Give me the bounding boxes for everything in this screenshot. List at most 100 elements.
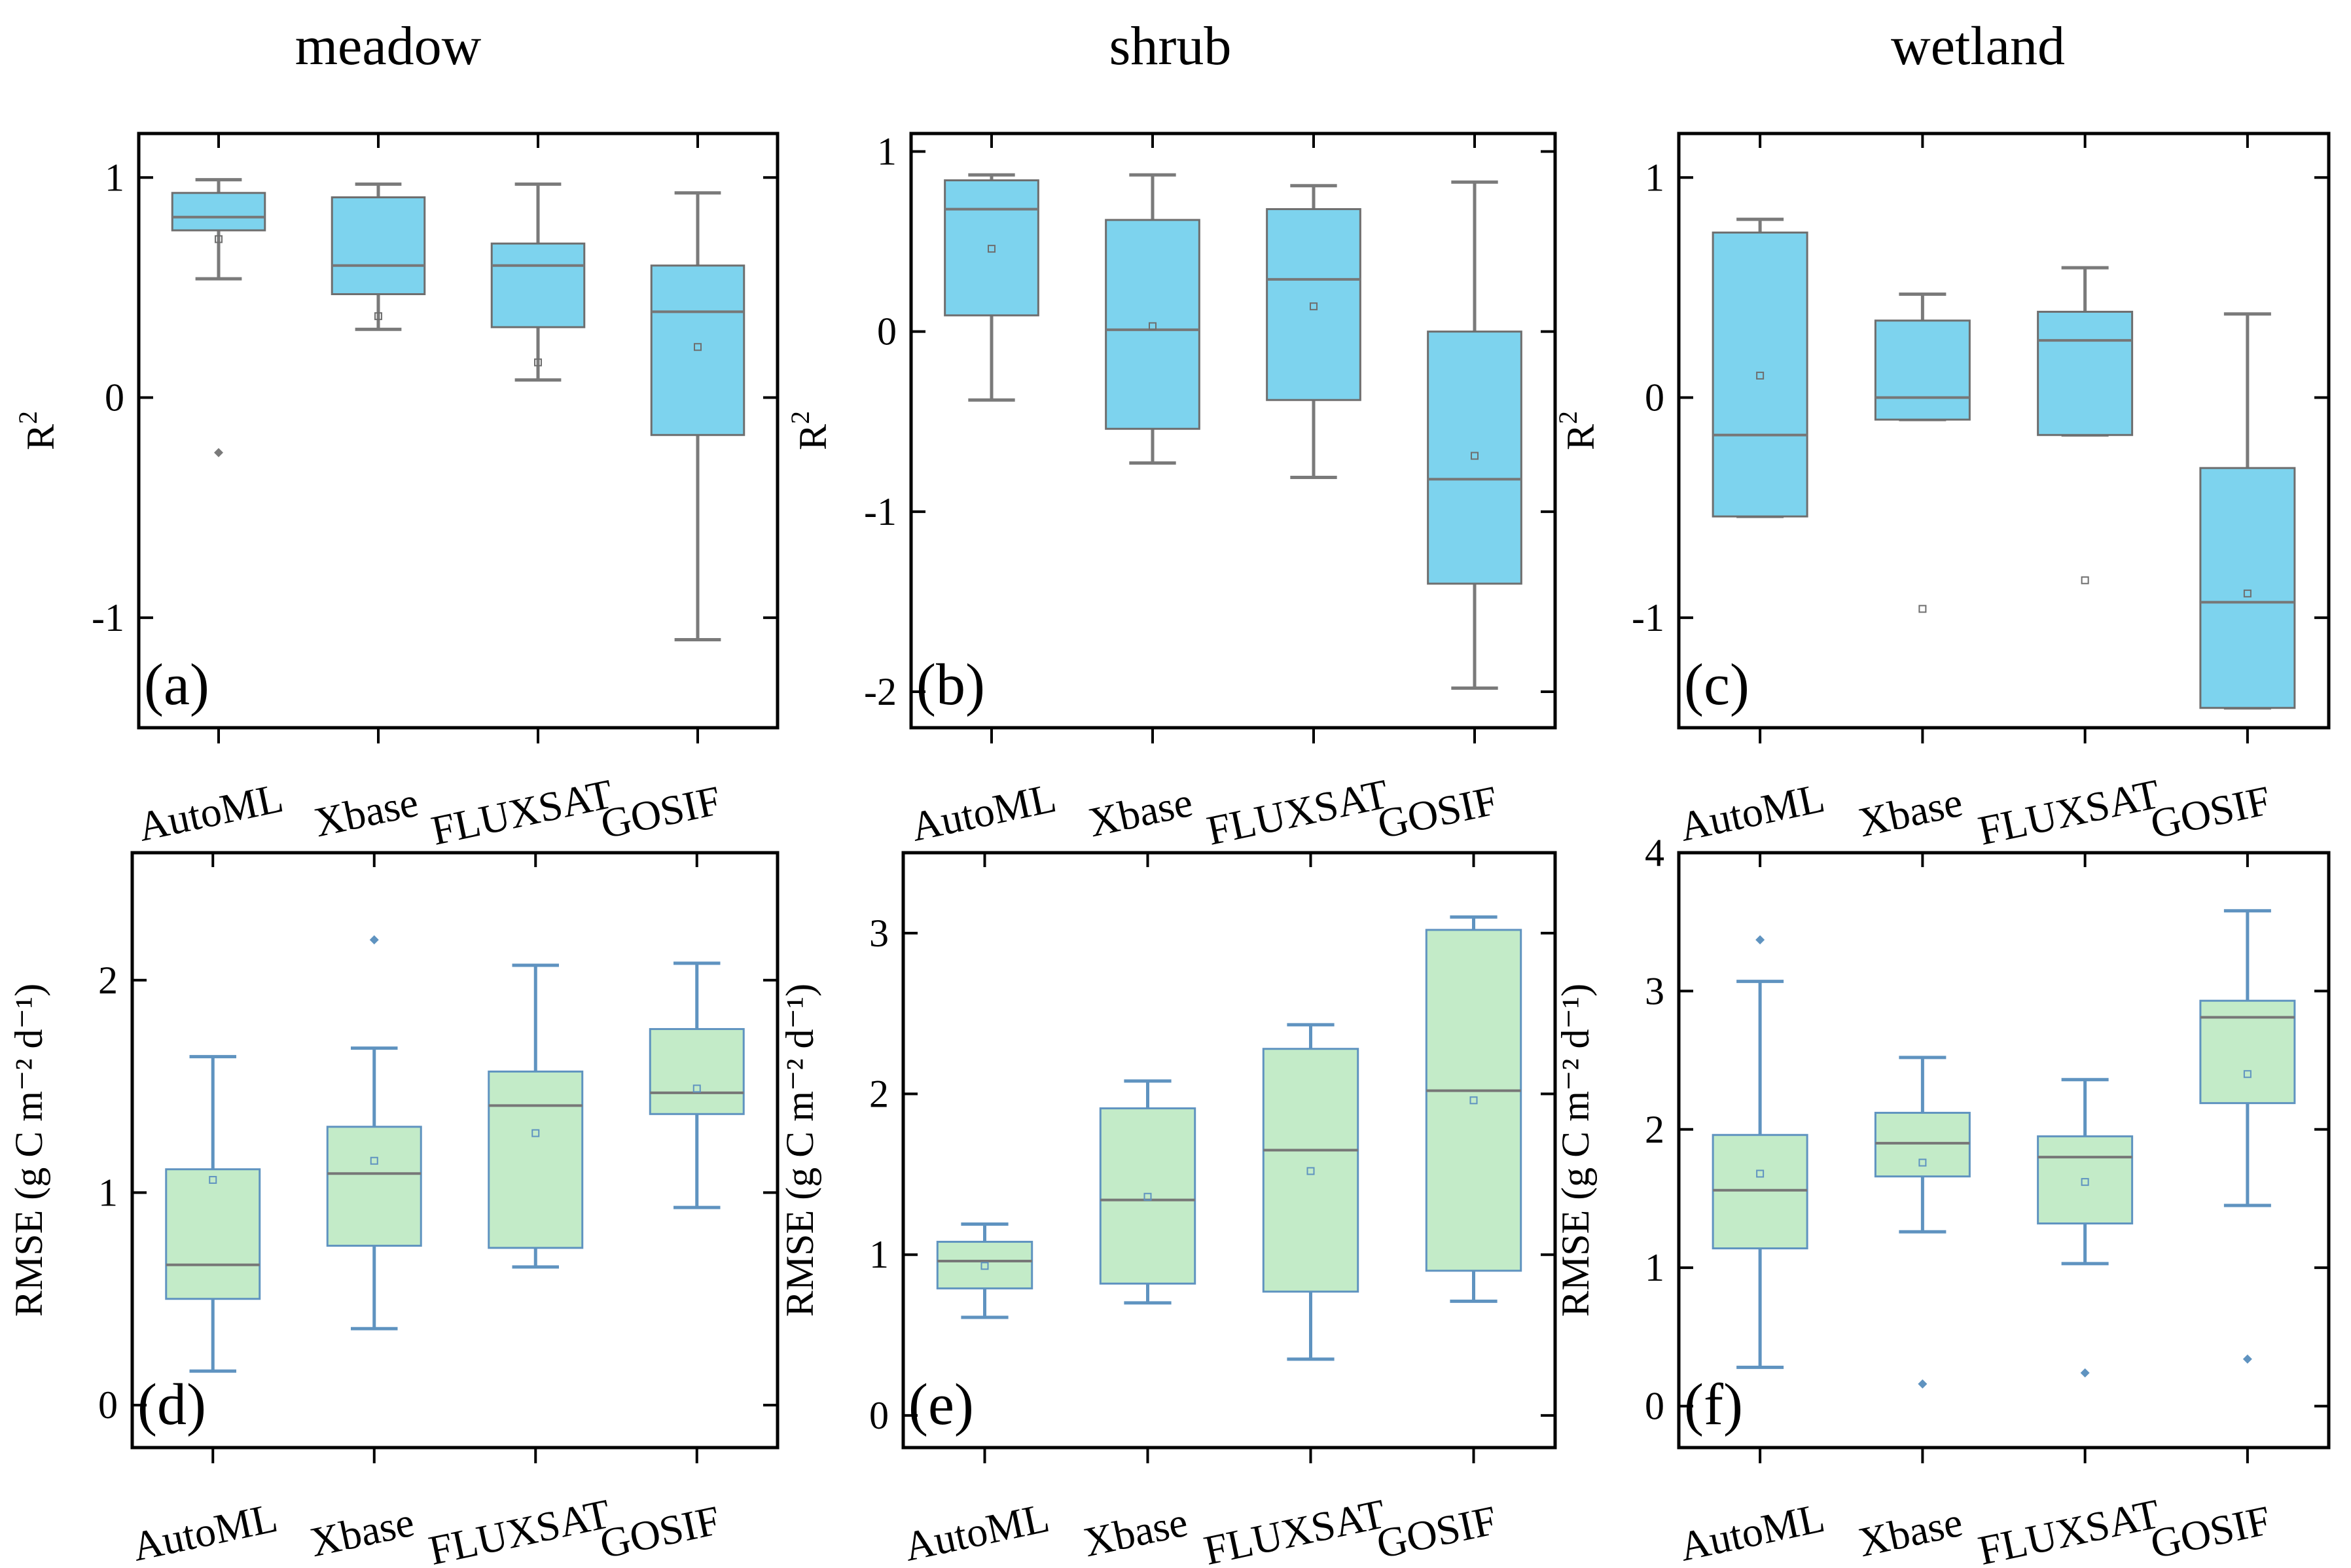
box-fluxsat (1266, 184, 1361, 480)
box-xbase (1099, 1079, 1196, 1305)
mean-marker (980, 1262, 989, 1270)
box-xbase (1874, 292, 1971, 613)
iqr-box (1874, 1111, 1971, 1178)
x-category-label: Xbase (1079, 1499, 1191, 1566)
x-category-label: Xbase (1854, 779, 1966, 846)
iqr-box (1874, 319, 1971, 421)
y-tick-label: 1 (105, 156, 124, 199)
mean-marker (1310, 302, 1318, 311)
y-tick-label: -1 (92, 596, 124, 639)
x-category-label: Xbase (1854, 1499, 1966, 1566)
x-category-label: GOSIF (2147, 777, 2275, 847)
mean-marker (1756, 1169, 1765, 1178)
box-fluxsat (2037, 266, 2134, 584)
mean-marker (692, 1084, 701, 1093)
y-axis-label: RMSE (g C m⁻² d⁻¹) (778, 984, 821, 1317)
mean-marker (2081, 576, 2089, 584)
box-automl (1712, 217, 1808, 518)
box-fluxsat (490, 182, 586, 382)
box-gosif (2199, 312, 2296, 710)
iqr-box (1262, 1048, 1359, 1293)
x-category-label: FLUXSAT (1203, 770, 1393, 854)
iqr-box (165, 1168, 261, 1300)
plot-frame (1677, 132, 2331, 730)
iqr-box (488, 1070, 584, 1249)
y-tick-label: -1 (1632, 596, 1664, 639)
x-category-label: GOSIF (1374, 777, 1502, 847)
box-gosif (1427, 180, 1522, 690)
box-fluxsat (1262, 1023, 1359, 1361)
outlier-point (369, 935, 379, 945)
x-category-label: Xbase (310, 779, 422, 846)
iqr-box (1425, 929, 1522, 1272)
iqr-box (1712, 1133, 1808, 1250)
iqr-box (2037, 1135, 2134, 1225)
plot-frame (909, 132, 1557, 730)
y-tick-label: 2 (869, 1073, 889, 1116)
panel-letter: (b) (916, 652, 985, 717)
outlier-point (214, 448, 223, 457)
column-title: shrub (1109, 16, 1232, 77)
y-tick-label: 0 (1645, 376, 1664, 419)
plot-frame (130, 851, 780, 1450)
x-category-label: GOSIF (597, 777, 725, 847)
mean-marker (374, 312, 382, 321)
mean-marker (694, 343, 702, 351)
x-category-label: Xbase (306, 1499, 418, 1566)
y-tick-label: -2 (864, 670, 897, 713)
mean-marker (370, 1156, 378, 1165)
box-xbase (331, 182, 426, 331)
x-category-label: AutoML (1676, 774, 1829, 850)
x-category-label: FLUXSAT (427, 770, 617, 854)
y-tick-label: 1 (1645, 156, 1664, 199)
box-xbase (1105, 173, 1200, 465)
mean-marker (1471, 452, 1479, 460)
box-xbase (1874, 1056, 1971, 1389)
x-category-label: FLUXSAT (1974, 1490, 2164, 1568)
mean-marker (1756, 371, 1765, 380)
box-automl (165, 1055, 261, 1373)
iqr-box (1427, 330, 1522, 585)
column-title: meadow (295, 16, 482, 77)
panel-letter: (f) (1684, 1372, 1743, 1437)
mean-marker (2243, 1070, 2252, 1078)
x-category-label: FLUXSAT (425, 1490, 615, 1568)
mean-marker (1149, 322, 1157, 330)
outlier-point (2242, 1354, 2252, 1364)
x-category-label: Xbase (1085, 779, 1196, 846)
mean-marker (1469, 1096, 1478, 1105)
iqr-box (2037, 310, 2134, 437)
x-category-label: GOSIF (2147, 1497, 2275, 1567)
x-category-label: AutoML (1676, 1494, 1829, 1568)
x-category-label: FLUXSAT (1974, 770, 2164, 854)
y-tick-label: 3 (1645, 969, 1664, 1012)
outlier-point (1918, 1379, 1928, 1389)
outlier-point (2080, 1368, 2090, 1378)
y-tick-label: 1 (1645, 1246, 1664, 1289)
x-category-label: AutoML (134, 774, 287, 850)
mean-marker (2081, 1178, 2089, 1186)
box-gosif (650, 191, 745, 641)
iqr-box (944, 179, 1039, 317)
iqr-box (1105, 219, 1200, 430)
iqr-box (1099, 1107, 1196, 1285)
panel-letter: (a) (144, 652, 209, 717)
y-tick-label: 0 (105, 376, 124, 419)
y-axis-label: RMSE (g C m⁻² d⁻¹) (7, 984, 50, 1317)
mean-marker (531, 1129, 540, 1137)
y-tick-label: 1 (869, 1233, 889, 1276)
x-category-label: GOSIF (596, 1497, 724, 1567)
iqr-box (1266, 208, 1361, 401)
panel-letter: (d) (137, 1372, 206, 1437)
box-automl (171, 178, 266, 457)
x-category-label: FLUXSAT (1200, 1490, 1390, 1568)
y-tick-label: 0 (1645, 1385, 1664, 1428)
box-automl (944, 173, 1039, 402)
iqr-box (2199, 467, 2296, 709)
y-tick-label: 4 (1645, 831, 1664, 874)
